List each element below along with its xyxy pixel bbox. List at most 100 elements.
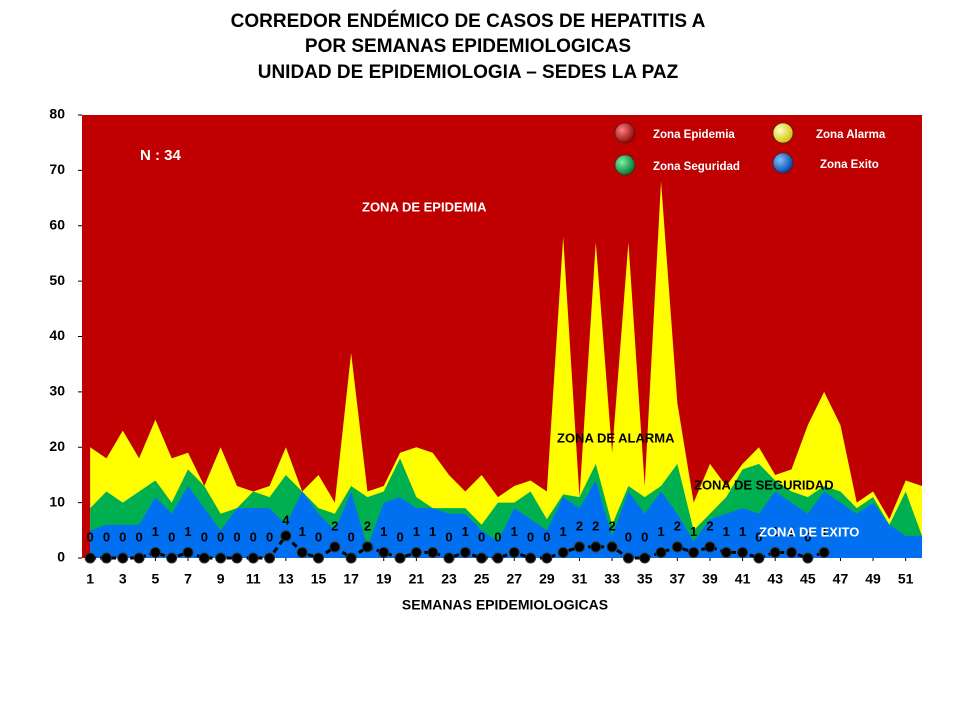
x-tick-label: 33 — [604, 571, 620, 587]
case-point — [378, 546, 390, 558]
legend-label: Zona Alarma — [816, 129, 886, 141]
data-label: 0 — [804, 529, 811, 544]
case-point — [247, 552, 259, 564]
case-point — [345, 552, 357, 564]
chart-title: UNIDAD DE EPIDEMIOLOGIA – SEDES LA PAZ — [258, 62, 679, 83]
case-point — [329, 541, 341, 553]
data-label: 0 — [315, 529, 322, 544]
data-label: 0 — [250, 529, 257, 544]
case-point — [149, 546, 161, 558]
data-label: 0 — [201, 529, 208, 544]
data-label: 0 — [445, 529, 452, 544]
x-tick-label: 13 — [278, 571, 294, 587]
x-tick-label: 41 — [735, 571, 751, 587]
case-point — [720, 546, 732, 558]
x-tick-label: 3 — [119, 571, 127, 587]
data-label: 1 — [152, 524, 159, 539]
y-tick-label: 30 — [49, 383, 65, 399]
legend-marker — [772, 152, 794, 174]
case-point — [394, 552, 406, 564]
data-label: 2 — [364, 518, 371, 533]
data-label: 0 — [543, 529, 550, 544]
annotation: ZONA DE EPIDEMIA — [362, 199, 487, 214]
x-tick-label: 1 — [86, 571, 94, 587]
case-point — [704, 541, 716, 553]
case-point — [541, 552, 553, 564]
data-label: 0 — [168, 529, 175, 544]
cases-line — [90, 533, 825, 560]
case-point — [427, 546, 439, 558]
y-tick-label: 10 — [49, 493, 65, 509]
case-point — [361, 541, 373, 553]
data-label: 1 — [723, 524, 730, 539]
annotation: ZONA DE EXITO — [759, 524, 859, 539]
case-point — [410, 546, 422, 558]
x-tick-label: 23 — [441, 571, 457, 587]
y-tick-label: 40 — [49, 327, 65, 343]
case-point — [280, 530, 292, 542]
y-tick-label: 60 — [49, 216, 65, 232]
case-point — [476, 552, 488, 564]
data-label: 0 — [266, 529, 273, 544]
data-label: 2 — [674, 518, 681, 533]
data-label: 0 — [103, 529, 110, 544]
data-label: 2 — [706, 518, 713, 533]
case-point — [231, 552, 243, 564]
case-point — [313, 552, 325, 564]
x-tick-label: 11 — [246, 571, 261, 587]
case-point — [802, 552, 814, 564]
case-point — [606, 541, 618, 553]
y-tick-label: 50 — [49, 272, 65, 288]
x-tick-label: 25 — [474, 571, 490, 587]
case-point — [84, 552, 96, 564]
data-label: 0 — [348, 529, 355, 544]
case-point — [133, 552, 145, 564]
case-point — [688, 546, 700, 558]
data-label: 1 — [184, 524, 191, 539]
x-tick-label: 5 — [151, 571, 159, 587]
data-label: 1 — [413, 524, 420, 539]
x-tick-label: 17 — [343, 571, 359, 587]
x-tick-label: 37 — [670, 571, 686, 587]
x-tick-label: 9 — [217, 571, 225, 587]
case-point — [655, 546, 667, 558]
legend-marker — [614, 122, 636, 144]
data-label: 0 — [217, 529, 224, 544]
data-label: 4 — [282, 512, 290, 527]
data-label: 2 — [592, 518, 599, 533]
data-label: 1 — [462, 524, 469, 539]
data-label: 0 — [478, 529, 485, 544]
case-point — [215, 552, 227, 564]
case-point — [818, 546, 830, 558]
chart-title: CORREDOR ENDÉMICO DE CASOS DE HEPATITIS … — [231, 10, 706, 32]
x-tick-label: 39 — [702, 571, 718, 587]
data-label: 2 — [576, 518, 583, 533]
data-label: 1 — [560, 524, 567, 539]
y-tick-label: 0 — [57, 549, 65, 565]
y-tick-label: 20 — [49, 438, 65, 454]
x-tick-label: 49 — [865, 571, 881, 587]
data-label: 0 — [494, 529, 501, 544]
annotation: ZONA DE SEGURIDAD — [694, 477, 834, 492]
case-point — [492, 552, 504, 564]
case-point — [786, 546, 798, 558]
legend-label: Zona Seguridad — [653, 161, 740, 173]
x-tick-label: 35 — [637, 571, 653, 587]
data-label: 1 — [380, 524, 387, 539]
case-point — [753, 552, 765, 564]
x-tick-label: 15 — [311, 571, 327, 587]
case-point — [166, 552, 178, 564]
data-label: 1 — [299, 524, 306, 539]
legend-marker — [772, 122, 794, 144]
area — [82, 115, 922, 558]
data-label: 0 — [233, 529, 240, 544]
legend-label: Zona Epidemia — [653, 129, 735, 141]
case-point — [198, 552, 210, 564]
data-label: 1 — [739, 524, 746, 539]
x-tick-label: 19 — [376, 571, 392, 587]
x-tick-label: 47 — [833, 571, 849, 587]
y-tick-label: 80 — [49, 106, 65, 122]
case-point — [573, 541, 585, 553]
data-label: 1 — [788, 524, 795, 539]
x-tick-label: 43 — [767, 571, 783, 587]
